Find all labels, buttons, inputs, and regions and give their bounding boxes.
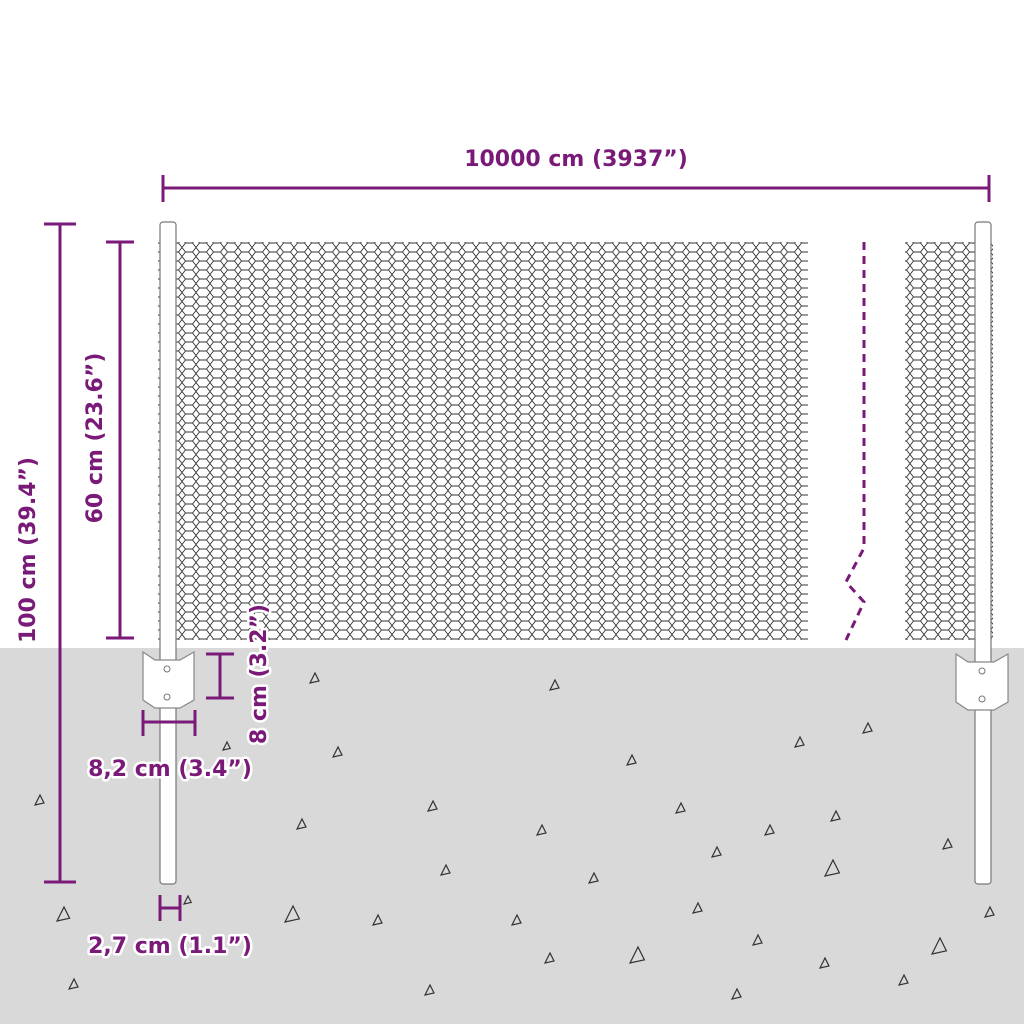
mesh-height-line	[106, 240, 134, 640]
length-label: 10000 cm (3937”)	[464, 147, 688, 172]
dimension-lines	[44, 175, 991, 921]
gravel-stone	[751, 933, 763, 946]
gravel-stone	[691, 901, 703, 914]
total-height-line	[44, 222, 76, 884]
gravel-stone	[763, 823, 775, 836]
gravel-stone	[33, 793, 45, 806]
gravel-stone	[983, 905, 995, 918]
gravel-stone	[426, 799, 438, 812]
gravel	[33, 671, 995, 1000]
support-plate	[142, 650, 195, 709]
break-line	[844, 242, 866, 641]
gravel-stone	[861, 721, 873, 734]
gravel-stone	[941, 837, 953, 850]
plate-height-line	[206, 652, 234, 700]
post-right	[955, 221, 1009, 885]
gravel-stone	[221, 740, 232, 751]
gravel-stone	[710, 845, 722, 858]
gravel-stone	[308, 671, 320, 684]
gravel-stone	[930, 936, 948, 955]
gravel-stone	[67, 977, 79, 990]
gravel-stone	[371, 913, 383, 926]
length-line	[161, 175, 991, 202]
gravel-stone	[829, 809, 841, 822]
post-left	[142, 221, 195, 885]
plate-width-line	[141, 710, 197, 736]
support-plate	[955, 652, 1009, 711]
plate-width-label: 8,2 cm (3.4”)	[88, 757, 252, 782]
post-diameter-label: 2,7 cm (1.1”)	[88, 934, 252, 959]
gravel-stone	[182, 894, 193, 905]
total-height-label: 100 cm (39.4”)	[16, 457, 41, 643]
gravel-stone	[625, 753, 637, 766]
gravel-stone	[295, 817, 307, 830]
gravel-stone	[587, 871, 599, 884]
gravel-stone	[730, 987, 742, 1000]
post-diameter-line	[158, 895, 182, 921]
gravel-stone	[439, 863, 451, 876]
gravel-stone	[535, 823, 547, 836]
gravel-stone	[823, 858, 841, 877]
gravel-stone	[674, 801, 686, 814]
gravel-stone	[283, 904, 301, 923]
mesh-panel-left	[158, 242, 808, 640]
gravel-stone	[897, 973, 909, 986]
gravel-stone	[543, 951, 555, 964]
gravel-stone	[548, 678, 560, 691]
plate-height-label: 8 cm (3.2”)	[247, 604, 272, 744]
gravel-stone	[423, 983, 435, 996]
gravel-stone	[55, 905, 71, 922]
gravel-stone	[628, 945, 646, 964]
gravel-stone	[818, 956, 830, 969]
gravel-stone	[510, 913, 522, 926]
gravel-stone	[793, 735, 805, 748]
mesh-height-label: 60 cm (23.6”)	[83, 353, 108, 524]
gravel-stone	[331, 745, 343, 758]
